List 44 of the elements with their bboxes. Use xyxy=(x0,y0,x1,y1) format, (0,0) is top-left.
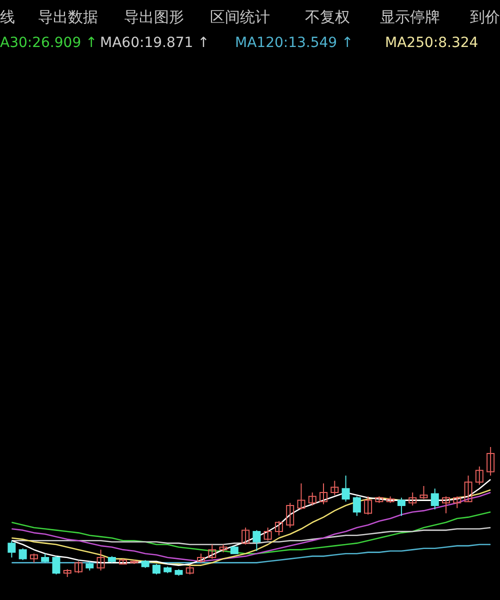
candlestick xyxy=(86,560,94,571)
text: 区间统计 xyxy=(210,8,270,26)
candlestick xyxy=(430,488,439,510)
text: 到价 xyxy=(470,8,500,26)
candlestick xyxy=(297,482,306,510)
candlestick xyxy=(330,480,339,496)
text: 导出图形 xyxy=(124,8,184,26)
candlestick xyxy=(186,564,194,575)
candlestick xyxy=(420,486,428,500)
candlestick xyxy=(397,497,406,516)
candlestick xyxy=(8,540,16,558)
candlestick xyxy=(342,475,350,502)
candlestick xyxy=(52,556,60,575)
candlestick xyxy=(152,564,160,575)
candlestick xyxy=(74,560,82,574)
candlestick xyxy=(475,466,484,486)
text: MA60:19.871 ↑ xyxy=(100,35,210,51)
candlestick xyxy=(18,548,27,561)
candlestick xyxy=(197,553,205,564)
candlestick xyxy=(408,492,417,506)
candlestick xyxy=(286,502,294,528)
candlestick xyxy=(41,553,50,564)
text: MA250:8.324 xyxy=(385,35,478,51)
text: A30:26.909 ↑ xyxy=(0,35,98,51)
candlestick xyxy=(453,496,462,509)
candlestick xyxy=(486,446,495,476)
text: 线 xyxy=(0,8,15,26)
text: 显示停牌 xyxy=(380,8,440,26)
candlestick xyxy=(364,496,372,516)
candlestick xyxy=(442,496,450,514)
candlestick xyxy=(320,482,328,505)
candlestick xyxy=(274,520,283,536)
candlestick xyxy=(252,530,261,552)
text: 导出数据 xyxy=(38,8,98,26)
candlestick xyxy=(352,496,361,516)
candlestick xyxy=(308,492,316,506)
candlestick xyxy=(30,553,38,564)
text: 不复权 xyxy=(305,8,350,26)
candlestick xyxy=(208,544,216,560)
candlestick xyxy=(242,527,250,545)
text: MA120:13.549 ↑ xyxy=(235,35,354,51)
candlestick xyxy=(96,549,105,571)
candlestick xyxy=(464,475,472,502)
candlestick xyxy=(264,527,272,542)
